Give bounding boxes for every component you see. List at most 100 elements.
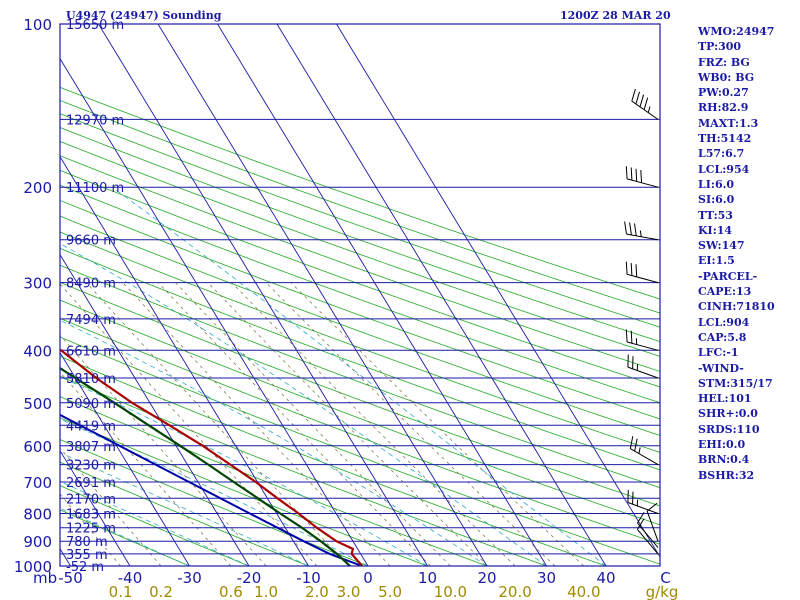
isotherm (60, 57, 369, 566)
dry-adiabat (60, 184, 660, 404)
mixing-ratio-line (265, 282, 556, 566)
height-label: 11100 m (66, 181, 124, 196)
wind-barb-flag (634, 438, 638, 452)
wind-barb (629, 436, 659, 466)
stat-line: -PARCEL- (698, 269, 758, 283)
pressure-tick-label: 400 (23, 342, 52, 360)
height-label: 1683 m (66, 508, 116, 523)
pressure-tick-label: 900 (23, 533, 52, 551)
temperature-tick-label: -10 (296, 569, 321, 587)
height-label: 12970 m (66, 113, 124, 128)
mixing-ratio-label: 20.0 (498, 583, 531, 600)
isotherm (0, 24, 11, 566)
wind-barb (636, 512, 659, 548)
mixing-ratio-label: 2.0 (305, 583, 329, 600)
isotherm (98, 24, 428, 566)
wind-barb-flag (646, 502, 658, 512)
dry-adiabat (60, 199, 660, 420)
stat-line: LCL:954 (698, 162, 750, 176)
moist-adiabat (60, 480, 250, 566)
wind-barb-shaft (627, 366, 659, 379)
stat-line: LI:6.0 (698, 177, 735, 191)
wind-barb-shaft (630, 448, 659, 466)
stat-line: TT:53 (698, 208, 733, 222)
wind-barb-flag (625, 166, 628, 179)
mixing-ratio-label: 10.0 (434, 583, 467, 600)
mixing-ratio-label: g/kg (646, 583, 679, 600)
wind-barb-shaft (646, 510, 659, 542)
height-label: 7494 m (66, 313, 116, 328)
stat-line: WB0: BG (698, 70, 755, 84)
pressure-tick-label: 600 (23, 438, 52, 456)
stat-line: SRDS:110 (698, 422, 760, 436)
temperature-tick-label: 40 (596, 569, 615, 587)
temperature-tick-label: -40 (118, 569, 143, 587)
wind-barb-flag (629, 436, 634, 449)
dry-adiabat (60, 299, 660, 526)
dewpoint-trace (60, 366, 351, 566)
pressure-tick-label: 300 (23, 275, 52, 293)
dry-adiabat (60, 155, 660, 372)
stat-line: BRN:0.4 (698, 453, 750, 467)
height-label: 3230 m (66, 459, 116, 474)
wind-barb-half-flag (647, 106, 651, 113)
mixing-ratio-label: 0.2 (149, 583, 173, 600)
height-label: 5090 m (66, 397, 116, 412)
dry-adiabat (60, 215, 660, 436)
stat-line: TP:300 (698, 40, 742, 54)
mixing-ratio-label: 1.0 (254, 583, 278, 600)
stat-line: EHI:0.0 (698, 438, 746, 452)
wind-barb-shaft (627, 502, 659, 514)
wind-barb-shaft (626, 341, 659, 351)
stat-line: CAP:5.8 (698, 330, 747, 344)
moist-adiabat (60, 507, 190, 566)
wind-barb-flag (634, 223, 637, 236)
wind-barb-flag (640, 170, 643, 183)
dry-adiabat (60, 247, 660, 471)
stat-line: LCL:904 (698, 315, 750, 329)
stat-line: L57:6.7 (698, 147, 745, 161)
stat-line: TH:5142 (698, 132, 752, 146)
wind-barb-half-flag (639, 230, 642, 237)
temperature-tick-label: -20 (237, 569, 262, 587)
wind-barb (636, 518, 659, 555)
stats-panel: WMO:24947 TP:300 FRZ: BG WB0: BG PW:0.27 RH:8… (698, 24, 798, 483)
wind-barb-flag (643, 97, 649, 110)
wind-barb-flag (635, 168, 638, 182)
dry-adiabat (60, 86, 660, 300)
wind-barb (625, 166, 659, 188)
temperature-trace (60, 348, 363, 566)
pressure-tick-label: 800 (23, 506, 52, 524)
height-label: 2691 m (66, 476, 116, 491)
wind-barb-flag (635, 264, 638, 277)
dry-adiabat (60, 169, 660, 388)
temperature-tick-label: 10 (418, 569, 437, 587)
isotherm (60, 253, 250, 566)
height-label: 780 m (66, 535, 108, 550)
stat-line: KI:14 (698, 223, 733, 237)
wind-barb-shaft (626, 233, 659, 241)
wind-barb-shaft (631, 100, 659, 120)
wind-barb-flag (639, 94, 645, 107)
stat-line: BSHR:32 (698, 468, 755, 482)
height-label: 3807 m (66, 440, 116, 455)
dry-adiabat (60, 439, 369, 566)
wind-barb-shaft (637, 522, 659, 548)
height-label: 9660 m (66, 234, 116, 249)
dry-adiabat (60, 282, 660, 507)
moist-adiabat (111, 186, 607, 566)
dry-adiabat (60, 113, 660, 328)
mixing-ratio-line (86, 282, 349, 566)
wind-barb-shaft (626, 273, 659, 284)
stat-line: RH:82.9 (698, 101, 749, 115)
height-label: 2170 m (66, 492, 116, 507)
stat-line: CINH:71810 (698, 300, 775, 314)
height-label: 355 m (66, 548, 108, 563)
wind-barb (625, 261, 659, 284)
mixing-ratio-label: 3.0 (337, 583, 361, 600)
height-label: 8490 m (66, 277, 116, 292)
wind-barb-flag (631, 88, 636, 102)
sounding-time: 1200Z 28 MAR 20 (560, 9, 671, 22)
wind-barb-flag (630, 262, 633, 276)
dry-adiabat (60, 126, 660, 343)
